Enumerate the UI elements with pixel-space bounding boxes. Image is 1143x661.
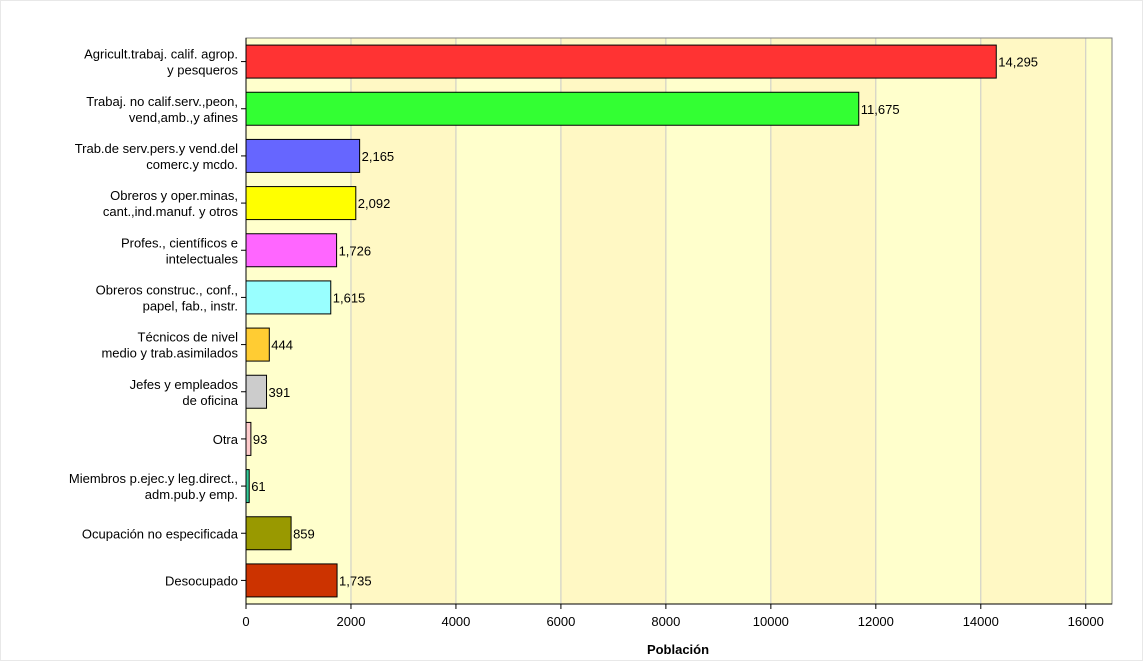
data-label: 859 [293, 526, 315, 541]
y-tick-label-line: adm.pub.y emp. [145, 487, 238, 502]
x-tick-label: 14000 [963, 614, 999, 629]
y-tick-label-line: Trab.de serv.pers.y vend.del [75, 141, 238, 156]
data-label: 11,675 [861, 102, 900, 117]
x-tick-label: 10000 [753, 614, 789, 629]
y-tick-label-line: medio y trab.asimilados [101, 346, 238, 361]
y-tick-label-line: de oficina [182, 393, 238, 408]
plot-band [560, 38, 666, 604]
y-tick-label-line: Técnicos de nivel [138, 330, 239, 345]
y-tick-label-line: Desocupado [165, 573, 238, 588]
plot-background [246, 38, 1112, 604]
data-label: 1,726 [339, 243, 372, 258]
bar [245, 516, 292, 551]
y-tick-label-line: Miembros p.ejec.y leg.direct., [69, 471, 238, 486]
y-tick-label: Obreros y oper.minas, cant.,ind.manuf. y … [103, 188, 239, 219]
data-label: 391 [269, 385, 291, 400]
x-tick-label: 2000 [337, 614, 366, 629]
plot-band [350, 38, 456, 604]
x-tick-label: 12000 [858, 614, 894, 629]
y-tick-label-line: Ocupación no especificada [82, 526, 239, 541]
y-tick-label-line: Jefes y empleados [130, 377, 239, 392]
bar [245, 186, 357, 221]
plot-band [875, 38, 981, 604]
y-tick-label-line: Trabaj. no calif.serv.,peon, [86, 94, 238, 109]
y-tick-label: Trabaj. no calif.serv.,peon, vend,amb.,y … [86, 94, 238, 125]
x-tick-label: 8000 [651, 614, 680, 629]
y-tick-label: Jefes y empleados de oficina [130, 377, 239, 408]
data-label: 2,165 [362, 149, 395, 164]
plot-band [246, 38, 351, 604]
y-tick-label: Trab.de serv.pers.y vend.del comerc.y mcd… [75, 141, 238, 172]
y-tick-label: Miembros p.ejec.y leg.direct., adm.pub.y … [69, 471, 238, 502]
data-label: 1,735 [339, 573, 372, 588]
y-tick-label-line: Profes., científicos e [121, 235, 238, 250]
plot-band [1085, 38, 1112, 604]
y-tick-label-line: comerc.y mcdo. [146, 157, 238, 172]
y-tick-label: Obreros construc., conf., papel, fab., in… [96, 282, 238, 313]
x-tick-label: 0 [242, 614, 249, 629]
plot-band [980, 38, 1086, 604]
value-labels: 14,295 11,675 2,165 2,092 1,726 1,615 444 391 93… [251, 55, 1038, 589]
y-tick-label: Otra [213, 432, 239, 447]
category-labels: Agricult.trabaj. calif. agrop. y pesquero… [69, 47, 239, 589]
x-tick-label: 4000 [441, 614, 470, 629]
y-tick-label-line: Otra [213, 432, 239, 447]
y-tick-label: Profes., científicos e intelectuales [121, 235, 239, 266]
x-tick-label: 6000 [546, 614, 575, 629]
y-tick-label-line: Obreros y oper.minas, [110, 188, 238, 203]
bar [245, 374, 268, 409]
bar [245, 138, 361, 173]
y-tick-label-line: y pesqueros [167, 63, 238, 78]
data-label: 2,092 [358, 196, 391, 211]
plot-band [665, 38, 771, 604]
bar [245, 327, 270, 362]
y-tick-label-line: Obreros construc., conf., [96, 282, 238, 297]
grid-lines [350, 38, 1087, 604]
y-tick-label: Técnicos de nivel medio y trab.asimilados [101, 330, 238, 361]
data-label: 14,295 [998, 55, 1038, 70]
y-tick-label: Ocupación no especificada [82, 526, 239, 541]
bar [245, 44, 997, 79]
y-tick-label: Desocupado [165, 573, 238, 588]
x-axis-title: Población [647, 642, 709, 657]
data-label: 93 [253, 432, 267, 447]
data-label: 444 [271, 338, 293, 353]
x-tick-label: 16000 [1068, 614, 1104, 629]
bar [245, 91, 860, 126]
y-tick-label-line: papel, fab., instr. [143, 298, 238, 313]
y-tick-label-line: vend,amb.,y afines [129, 110, 239, 125]
bars [245, 44, 997, 598]
y-tick-label-line: Agricult.trabaj. calif. agrop. [84, 47, 238, 62]
bar [245, 421, 252, 456]
y-tick-label-line: intelectuales [166, 251, 239, 266]
data-label: 1,615 [333, 290, 366, 305]
axes [241, 37, 1113, 605]
bar [245, 233, 338, 268]
bar [245, 563, 338, 598]
bar [245, 280, 332, 315]
x-tick-labels: 0 2000 4000 6000 8000 10000 12000 14000 16000 [242, 604, 1104, 629]
y-tick-label: Agricult.trabaj. calif. agrop. y pesquero… [84, 47, 238, 78]
plot-band [770, 38, 876, 604]
y-tick-label-line: cant.,ind.manuf. y otros [103, 204, 239, 219]
plot-band [455, 38, 561, 604]
data-label: 61 [251, 479, 265, 494]
